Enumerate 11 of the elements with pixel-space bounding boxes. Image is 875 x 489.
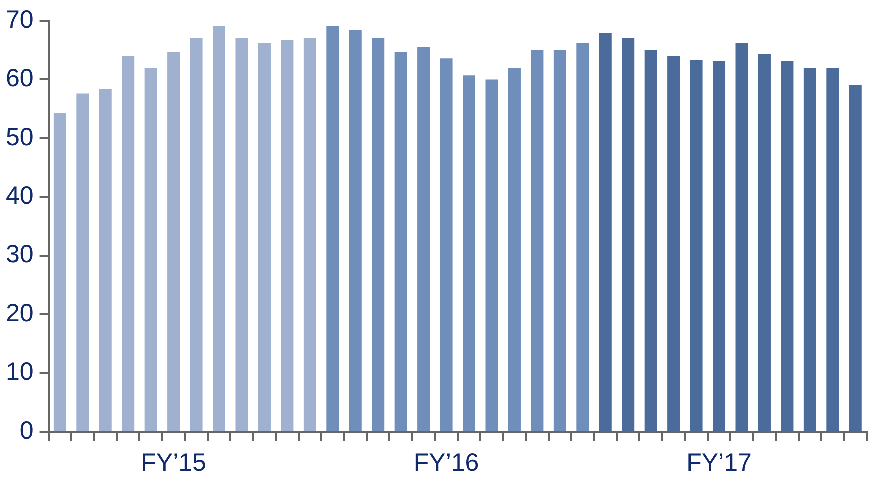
- x-tick-label: FY’17: [686, 448, 752, 477]
- y-tick-label: 40: [6, 182, 34, 210]
- y-tick-label: 50: [6, 123, 34, 152]
- y-tick-label: 70: [6, 6, 34, 34]
- y-tick-label: 30: [6, 240, 34, 269]
- y-tick-label: 0: [20, 416, 34, 445]
- y-tick-label: 60: [6, 64, 34, 93]
- y-tick-label: 10: [6, 358, 34, 386]
- y-tick-label: 20: [6, 299, 34, 328]
- x-tick-label: FY’15: [141, 448, 206, 477]
- x-tick-label: FY’16: [414, 448, 480, 477]
